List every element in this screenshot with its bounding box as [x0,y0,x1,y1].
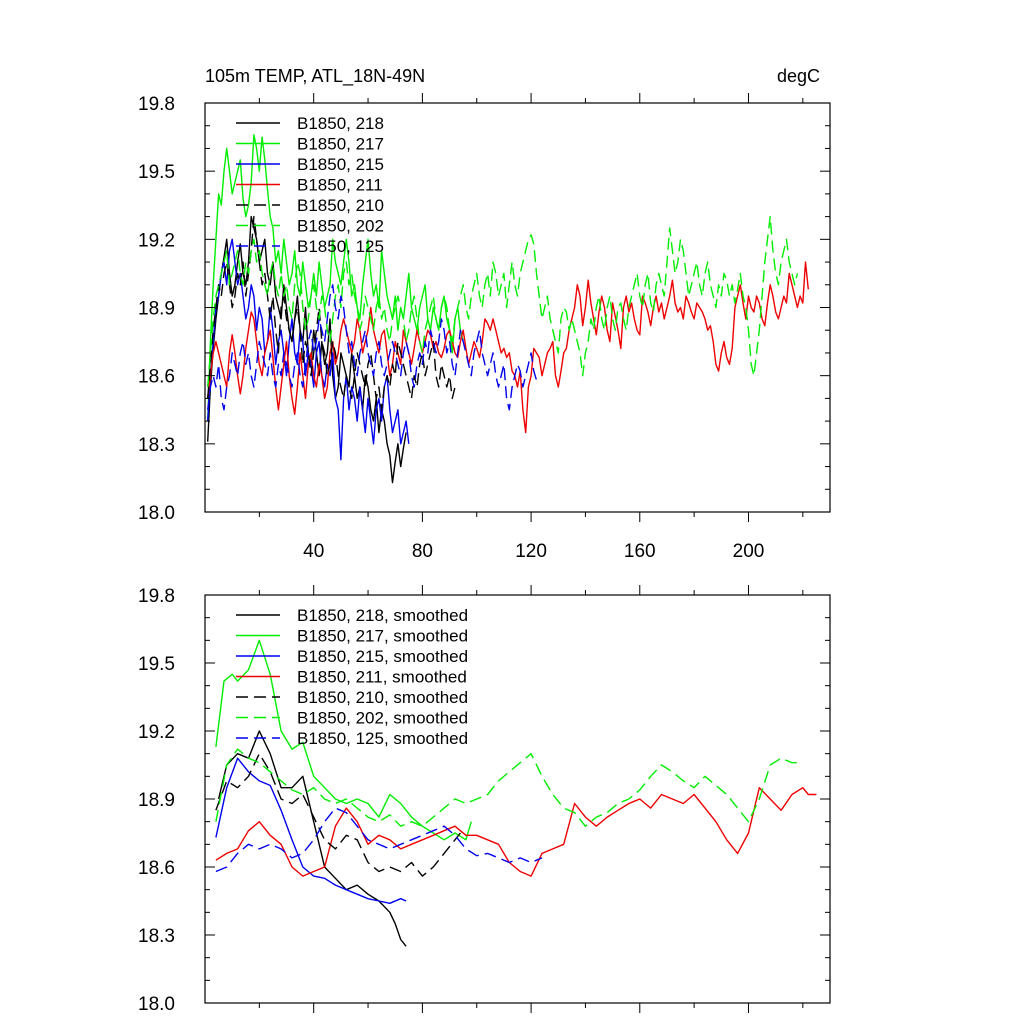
legend-label: B1850, 211, smoothed [297,668,467,687]
y-tick-label: 18.3 [138,926,175,947]
y-tick-label: 19.2 [138,722,175,743]
y-tick-label: 18.6 [138,858,175,879]
legend-label: B1850, 217 [297,135,384,154]
series-line-b1850-202 [207,215,799,388]
series-line-b1850-217 [207,134,464,422]
series-line-b1850-211 [207,261,809,434]
y-tick-label: 18.3 [138,435,175,456]
legend-label: B1850, 218 [297,114,384,133]
y-tick-label: 18.6 [138,367,175,388]
y-tick-label: 18.9 [138,790,175,811]
x-tick-label: 80 [412,541,433,562]
x-tick-label: 160 [624,541,656,562]
series-line-b1850-210-smoothed [215,753,461,877]
bottom-panel: 18.0 18.3 18.6 18.9 19.2 19.5 19.8 B1850, 218,… [138,585,831,1015]
legend-label: B1850, 217, smoothed [297,627,468,646]
legend-label: B1850, 202, smoothed [297,709,468,728]
series-line-b1850-218 [207,215,407,484]
legend-label: B1850, 125 [297,237,384,256]
x-tick-label: 200 [733,541,765,562]
legend-label: B1850, 215 [297,155,384,174]
top-panel: 105m TEMP, ATL_18N-49N degC 18.0 18.3 18.6… [138,66,831,562]
legend-label: B1850, 210 [297,196,384,215]
legend-label: B1850, 210, smoothed [297,688,468,707]
y-tick-label: 18.0 [138,994,175,1015]
y-tick-label: 19.2 [138,230,175,251]
top-units: degC [777,66,820,86]
series-line-b1850-125-smoothed [215,807,543,873]
bottom-plot-area: 18.0 18.3 18.6 18.9 19.2 19.5 19.8 [138,585,831,1015]
x-tick-label: 120 [515,541,547,562]
top-plot-area: 18.0 18.3 18.6 18.9 19.2 19.5 19.8 40 80 120 160 20… [138,93,831,562]
y-tick-label: 19.5 [138,162,175,183]
legend-label: B1850, 211 [297,176,383,195]
y-tick-label: 18.0 [138,503,175,524]
legend-label: B1850, 215, smoothed [297,647,468,666]
y-tick-label: 18.9 [138,299,175,320]
y-tick-label: 19.5 [138,654,175,675]
x-tick-label: 40 [303,541,324,562]
legend-label: B1850, 202 [297,217,384,236]
top-title: 105m TEMP, ATL_18N-49N [205,66,425,87]
series-line-b1850-211-smoothed [215,787,817,877]
legend-label: B1850, 125, smoothed [297,729,468,748]
y-tick-label: 19.8 [138,94,175,115]
bottom-legend: B1850, 218, smoothed B1850, 217, smoothed… [236,606,468,748]
y-tick-label: 19.8 [138,586,175,607]
legend-label: B1850, 218, smoothed [297,606,468,625]
series-line-b1850-218-smoothed [217,730,407,947]
series-line-b1850-215-smoothed [215,757,407,904]
series-line-b1850-202-smoothed [215,748,798,827]
